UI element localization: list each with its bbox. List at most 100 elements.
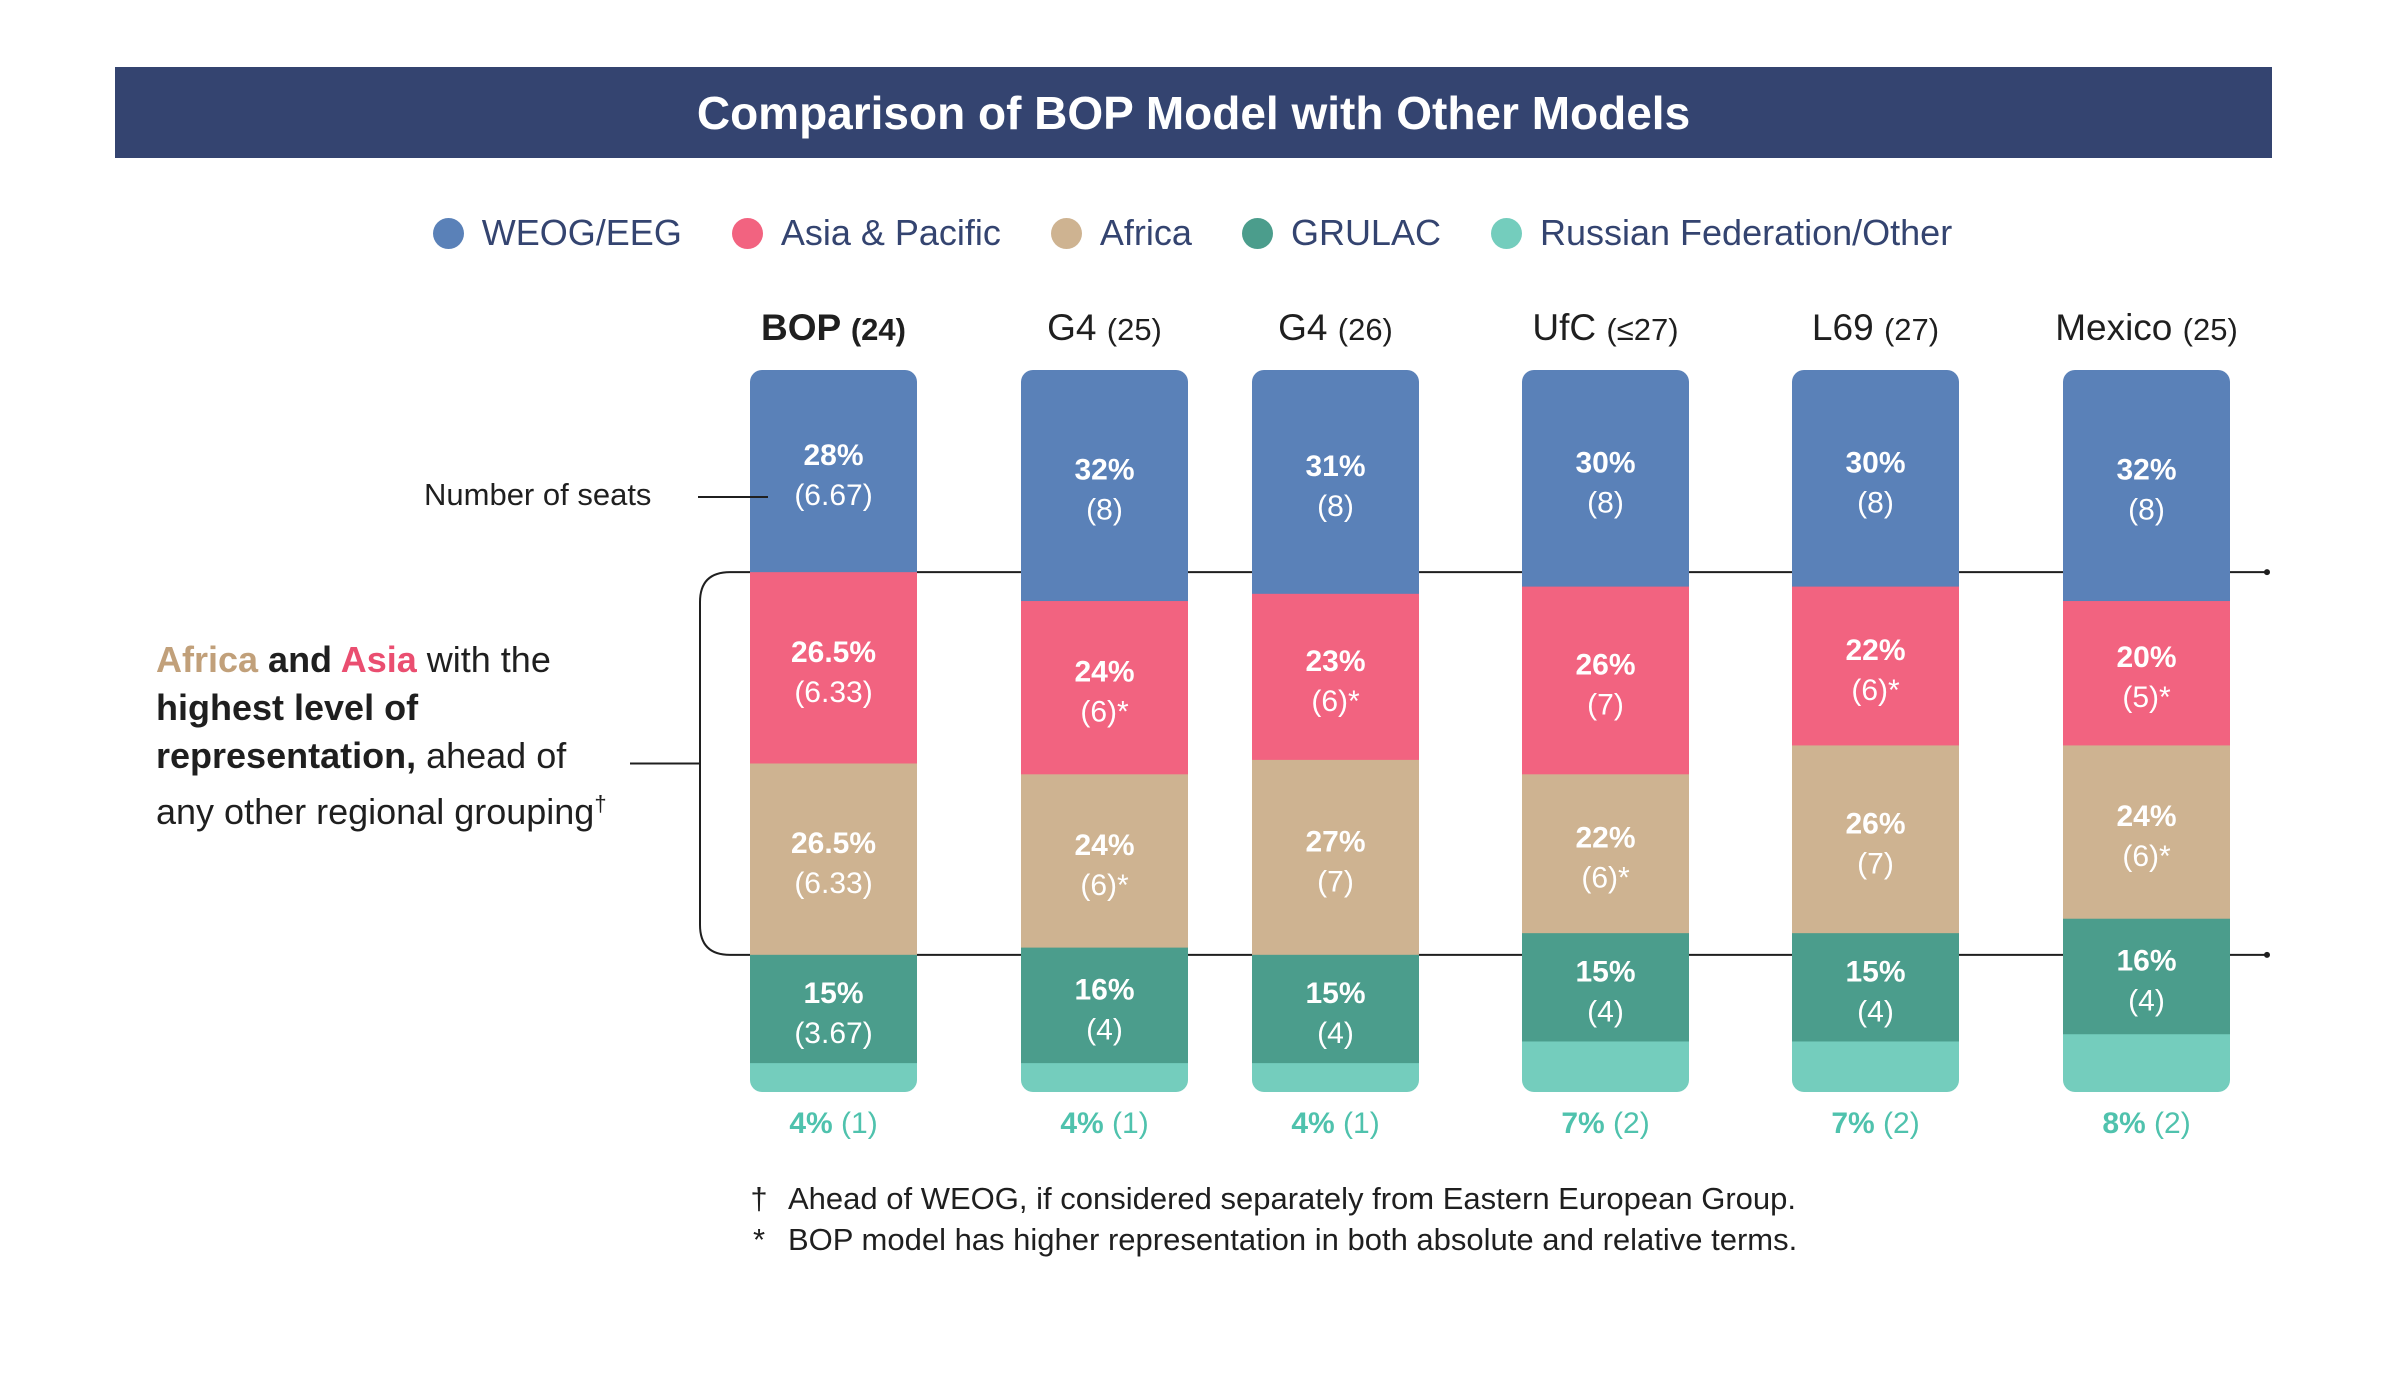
segment-seats-label: (4): [1317, 1017, 1354, 1050]
other-segment-label: 7% (2): [1831, 1107, 1919, 1140]
segment-percent-label: 20%: [2116, 641, 2176, 674]
side-note-highest: highest level of representation,: [156, 687, 419, 776]
segment-percent-label: 26%: [1845, 807, 1905, 840]
bar-group-g4-2: 4% (1) 31% (8) 23% (6)* 27% (7) 15% (4) G4 (26): [1252, 307, 1419, 1140]
bar-segment-africa: [1792, 745, 1959, 934]
side-note-dagger: †: [594, 791, 607, 816]
footnote-dagger: † Ahead of WEOG, if considered separatel…: [748, 1178, 1797, 1219]
bar-segment-weog: [1792, 370, 1959, 588]
segment-seats-label: (7): [1857, 847, 1894, 880]
legend-circle-icon: [1241, 217, 1273, 249]
bar-group-bop-0: 4% (1) 28% (6.67) 26.5% (6.33) 26.5% (6.33) 15%…: [750, 307, 917, 1140]
segment-percent-label: 24%: [1074, 829, 1134, 862]
bar-segment-africa: [2063, 745, 2230, 920]
side-note-and: and: [258, 639, 341, 680]
bar-group-ufc-3: 7% (2) 30% (8) 26% (7) 22% (6)* 15% (4) UfC (≤27): [1522, 307, 1689, 1140]
segment-percent-label: 26%: [1575, 648, 1635, 681]
legend-circle-icon: [731, 217, 763, 249]
bar-group-mexico-5: 8% (2) 32% (8) 20% (5)* 24% (6)* 16% (4) Mexico (…: [2055, 307, 2238, 1140]
bar-segment-asia: [1252, 593, 1419, 761]
segment-seats-label: (6)*: [1851, 674, 1900, 707]
legend-label: Russian Federation/Other: [1539, 212, 1953, 253]
bar-segment-grulac: [1252, 954, 1419, 1064]
legend-label: WEOG/EEG: [481, 212, 682, 253]
other-segment-label: 7% (2): [1561, 1107, 1649, 1140]
segment-seats-label: (8): [1857, 486, 1894, 519]
other-segment-label: 4% (1): [1060, 1107, 1148, 1140]
segment-seats-label: (4): [1857, 995, 1894, 1028]
segment-seats-label: (4): [1086, 1013, 1123, 1046]
segment-percent-label: 28%: [803, 439, 863, 472]
segment-percent-label: 27%: [1305, 825, 1365, 858]
bar-segment-africa: [1522, 774, 1689, 934]
model-header: BOP (24): [761, 307, 906, 348]
model-header: Mexico (25): [2055, 307, 2238, 348]
legend-item-africa: Africa: [1050, 212, 1192, 254]
segment-seats-label: (7): [1587, 688, 1624, 721]
legend-circle-icon: [432, 217, 464, 249]
bar-segment-other: [1792, 1041, 1959, 1092]
left-brace: [699, 571, 750, 956]
seats-annotation-label: Number of seats: [424, 477, 652, 512]
bar-segment-weog: [1252, 370, 1419, 595]
segment-seats-label: (6.67): [794, 479, 872, 512]
bar-segment-asia: [2063, 601, 2230, 746]
segment-percent-label: 15%: [1575, 955, 1635, 988]
footnote-asterisk: * BOP model has higher representation in…: [748, 1219, 1797, 1260]
segment-seats-label: (4): [2128, 984, 2165, 1017]
bar-segment-asia: [1522, 586, 1689, 775]
bracket-end-dot: [2264, 951, 2270, 958]
segment-percent-label: 15%: [1305, 977, 1365, 1010]
segment-seats-label: (8): [1086, 494, 1123, 527]
legend-item-russia: Russian Federation/Other: [1490, 212, 1953, 254]
segment-percent-label: 30%: [1845, 446, 1905, 479]
bar-segment-grulac: [750, 954, 917, 1064]
segment-seats-label: (4): [1587, 995, 1624, 1028]
bar-segment-weog: [750, 370, 917, 573]
segment-seats-label: (6)*: [1311, 685, 1360, 718]
chart-title: Comparison of BOP Model with Other Model…: [696, 86, 1691, 139]
side-note-africa: Africa: [156, 639, 259, 680]
other-segment-label: 8% (2): [2102, 1107, 2190, 1140]
segment-percent-label: 22%: [1575, 822, 1635, 855]
segment-percent-label: 16%: [2116, 944, 2176, 977]
bar-segment-other: [1021, 1063, 1188, 1092]
segment-seats-label: (8): [2128, 494, 2165, 527]
segment-percent-label: 26.5%: [791, 636, 876, 669]
bracket-lines: [630, 496, 2267, 956]
segment-seats-label: (6)*: [2122, 840, 2171, 873]
model-header: G4 (26): [1278, 307, 1393, 348]
segment-seats-label: (8): [1587, 486, 1624, 519]
bar-segment-asia: [750, 572, 917, 764]
legend-circle-icon: [1050, 217, 1082, 249]
legend-label: GRULAC: [1290, 212, 1441, 253]
bar-segment-weog: [1522, 370, 1689, 588]
bar-group-g4-1: 4% (1) 32% (8) 24% (6)* 24% (6)* 16% (4) G4 (25): [1021, 307, 1188, 1140]
segment-seats-label: (6)*: [1581, 862, 1630, 895]
segment-seats-label: (6.33): [794, 676, 872, 709]
legend-item-grulac: GRULAC: [1241, 212, 1441, 254]
bar-segment-weog: [1021, 370, 1188, 602]
legend-label: Africa: [1099, 212, 1192, 253]
segment-seats-label: (5)*: [2122, 681, 2171, 714]
bar-segment-asia: [1792, 586, 1959, 746]
legend-item-weog: WEOG/EEG: [432, 212, 682, 254]
footnote-mark: *: [752, 1222, 766, 1257]
segment-seats-label: (3.67): [794, 1017, 872, 1050]
legend-circle-icon: [1490, 217, 1522, 249]
bar-segment-weog: [2063, 370, 2230, 602]
bar-segment-africa: [1021, 774, 1188, 949]
bar-segment-africa: [750, 763, 917, 956]
footnote-text: BOP model has higher representation in b…: [788, 1222, 1798, 1257]
segment-seats-label: (8): [1317, 490, 1354, 523]
segment-percent-label: 15%: [1845, 955, 1905, 988]
segment-percent-label: 32%: [2116, 454, 2176, 487]
bracket-end-dot: [2264, 569, 2270, 576]
segment-seats-label: (7): [1317, 865, 1354, 898]
segment-seats-label: (6)*: [1080, 869, 1129, 902]
bar-segment-grulac: [2063, 918, 2230, 1035]
segment-seats-label: (6)*: [1080, 696, 1129, 729]
bar-segment-grulac: [1021, 947, 1188, 1064]
segment-percent-label: 23%: [1305, 645, 1365, 678]
